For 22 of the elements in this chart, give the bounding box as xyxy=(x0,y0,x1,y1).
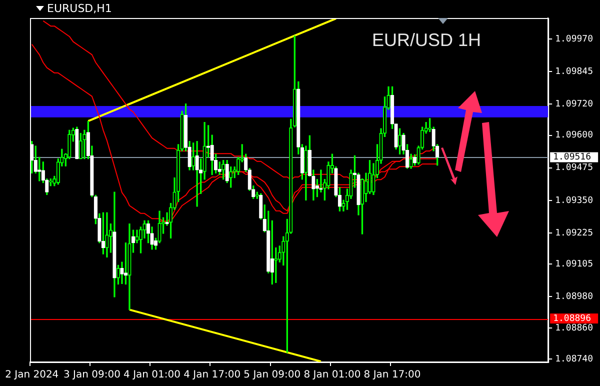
x-tick-label: 4 Jan 01:00 xyxy=(124,370,180,381)
y-tick-label: 1.09720 xyxy=(555,99,594,110)
ref-line-label: 1.08896 xyxy=(553,314,592,324)
text: EUR/USD 1H xyxy=(372,30,482,51)
x-tick-label: 4 Jan 17:00 xyxy=(184,370,241,381)
y-tick-label: 1.09475 xyxy=(555,163,594,174)
y-tick-label: 1.09350 xyxy=(555,196,594,206)
x-tick-label: 2 Jan 2024 xyxy=(5,370,59,381)
y-tick-label: 1.09845 xyxy=(555,66,594,77)
x-tick-label: 8 Jan 01:00 xyxy=(304,370,361,381)
x-tick-label: 3 Jan 09:00 xyxy=(63,370,120,381)
y-tick-label: 1.09600 xyxy=(555,130,594,141)
y-tick-label: 1.08980 xyxy=(555,292,594,302)
ref-line-label: 1.09516 xyxy=(553,152,592,163)
y-tick-label: 1.08740 xyxy=(555,354,594,364)
x-tick-label: 8 Jan 17:00 xyxy=(364,370,421,381)
y-tick-label: 1.08860 xyxy=(555,323,594,334)
x-tick-label: 5 Jan 09:00 xyxy=(244,370,301,381)
chart-subtitle: EURUSD,H1 xyxy=(47,2,112,15)
y-tick-label: 1.09105 xyxy=(555,260,594,270)
y-tick-label: 1.09225 xyxy=(555,228,594,238)
y-tick-label: 1.09970 xyxy=(555,34,594,44)
